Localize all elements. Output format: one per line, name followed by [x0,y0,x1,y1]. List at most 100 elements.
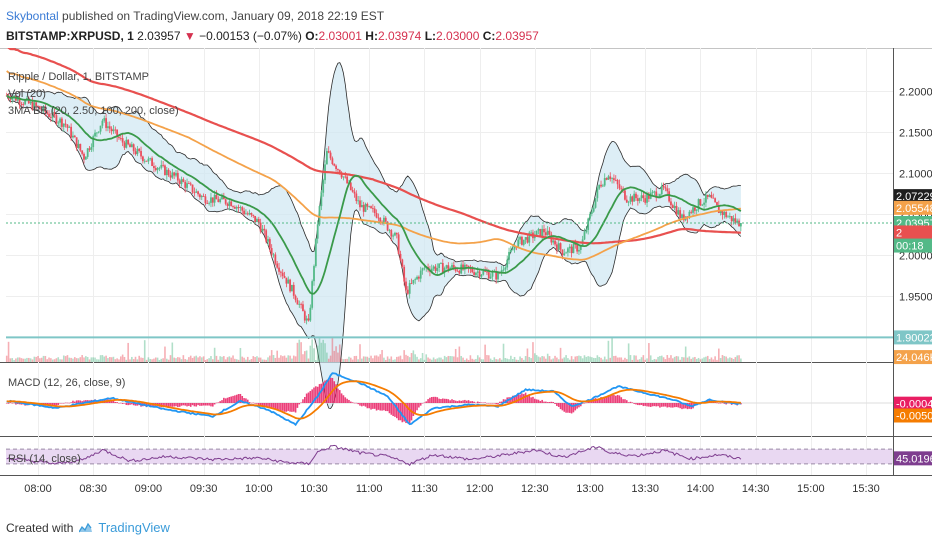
candle-body [285,277,288,284]
candle-body [598,184,601,189]
candle-body [543,228,545,233]
tradingview-brand[interactable]: TradingView [98,520,170,535]
volume-bar [237,359,240,362]
volume-bar [191,357,194,362]
volume-bar [416,356,418,362]
candle-body [675,205,678,215]
candle-body [38,106,41,110]
volume-bar [662,357,665,362]
macd-histogram-bar [66,402,69,404]
macd-histogram-bar [561,403,564,411]
volume-bar [350,357,352,362]
time-tick-label: 10:30 [300,483,328,495]
volume-bar [136,359,139,362]
candle-body [613,178,615,180]
volume-bar [738,355,740,362]
volume-bar [120,356,122,362]
volume-bar [425,354,428,362]
macd-histogram-bar [451,399,453,403]
volume-bar [675,356,678,362]
macd-histogram-bar [449,400,451,403]
candle-body [349,182,352,190]
macd-histogram-bar [243,398,245,403]
candle-body [48,113,50,117]
volume-bar [642,355,645,362]
volume-bar [719,358,722,362]
volume-bar [537,356,540,362]
volume-bar [151,359,153,362]
macd-histogram-bar [427,399,429,403]
candle-body [313,266,315,282]
volume-bar [550,359,553,362]
volume-bar [414,354,416,362]
volume-bar [105,355,107,362]
candle-body [171,172,174,178]
macd-histogram-bar [335,384,337,403]
volume-bar [546,353,549,362]
volume-bar [235,359,238,362]
candle-body [141,156,144,162]
volume-bar [99,355,102,362]
candle-body [476,271,479,273]
candle-body [75,137,78,148]
macd-histogram-bar [50,403,52,406]
volume-bar [572,359,575,362]
volume-bar [97,359,100,362]
macd-histogram-bar [270,403,273,409]
volume-bar [740,358,742,362]
candle-body [416,276,418,280]
volume-bar [620,357,623,362]
macd-histogram-bar [642,403,645,407]
volume-bar [258,357,260,362]
candle-body [29,101,32,104]
candle-body [693,207,696,211]
volume-bar [184,359,186,362]
macd-histogram-bar [51,403,54,407]
volume-bar [543,356,545,362]
author-link[interactable]: Skybontal [6,9,59,23]
candle-body [287,279,290,284]
volume-bar [614,355,617,362]
macd-histogram-bar [250,402,253,404]
candle-body [732,218,735,222]
candle-body [605,178,608,180]
volume-bar [204,359,207,362]
macd-histogram-bar [622,399,624,403]
candle-body [642,195,645,199]
time-tick-label: 13:00 [576,483,604,495]
volume-bar [200,357,203,362]
candle-body [357,200,360,202]
macd-histogram-bar [640,403,643,405]
macd-histogram-bar [131,403,133,405]
volume-bar [234,358,236,362]
candle-body [614,179,617,181]
candle-body [589,213,591,219]
volume-bar [261,359,264,362]
trading-chart[interactable]: Ripple / Dollar, 1, BITSTAMP Vol (20) 3MA … [0,48,932,510]
macd-histogram-bar [210,403,212,407]
volume-bar [539,357,542,362]
macd-histogram-bar [583,403,586,404]
volume-bar [508,359,510,362]
candle-body [175,172,177,176]
macd-histogram-bar [241,395,244,403]
macd-histogram-bar [465,400,468,403]
volume-bar [397,356,400,362]
volume-bar [75,358,78,362]
candle-body [568,246,571,249]
macd-histogram-bar [248,402,251,403]
macd-histogram-bar [177,403,179,408]
macd-histogram-bar [416,403,418,411]
volume-bar [88,359,91,362]
volume-bar [118,359,120,362]
candle-body [291,284,293,292]
sma-200-line [6,48,741,245]
volume-bar [313,348,315,362]
volume-bar [624,357,626,362]
macd-histogram-bar [396,403,398,419]
volume-bar [42,355,45,362]
macd-histogram-bar [602,397,604,403]
price-tick-label: 2.15000 [899,127,932,139]
volume-bar [217,359,220,362]
candle-body [44,106,47,113]
